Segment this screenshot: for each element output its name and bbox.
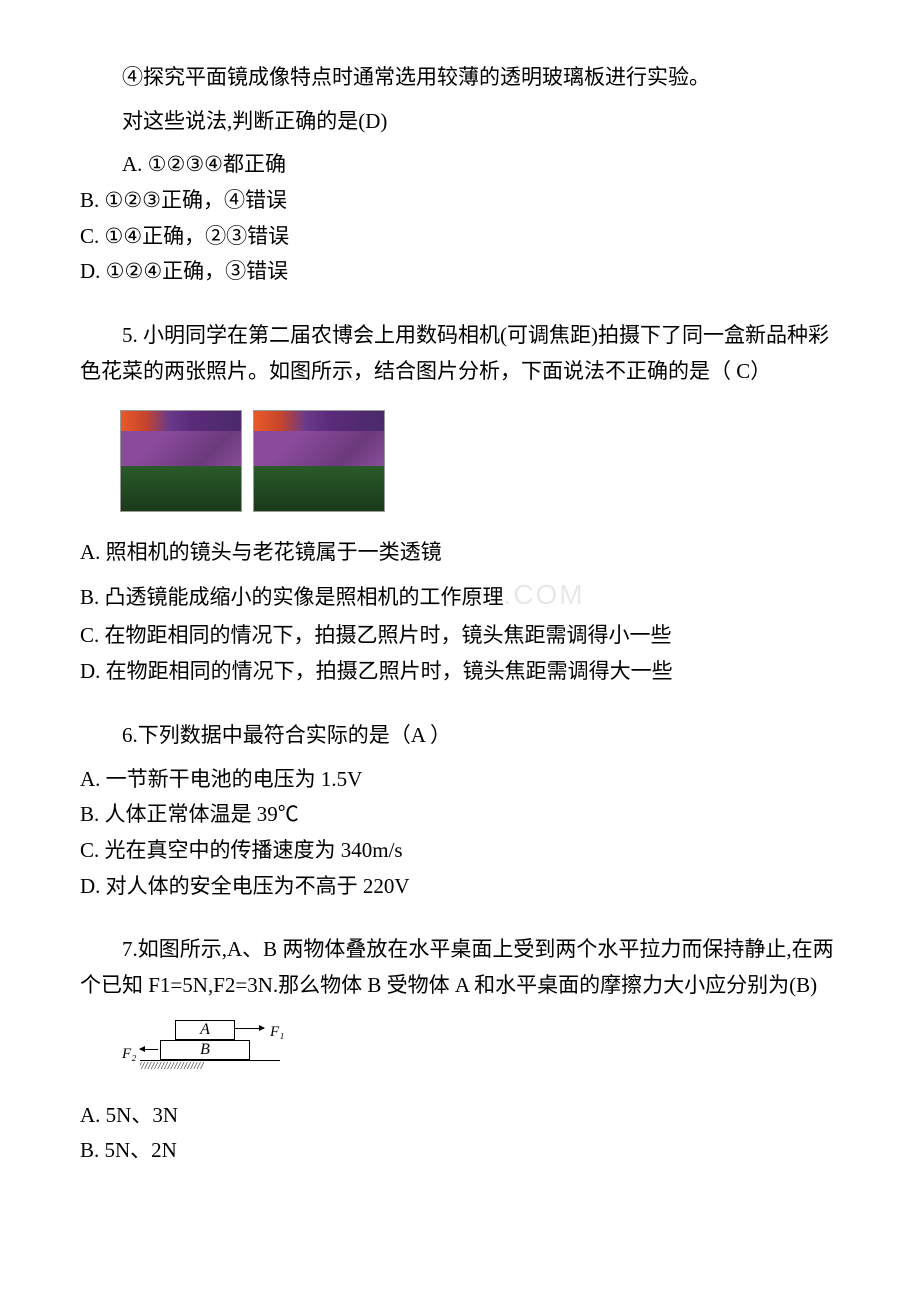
q4-option-b: B. ①②③正确，④错误	[80, 183, 840, 219]
question-5: 5. 小明同学在第二届农博会上用数码相机(可调焦距)拍摄下了同一盒新品种彩色花菜…	[80, 318, 840, 690]
f1-label: F₁	[270, 1020, 284, 1046]
flower-photo-2	[253, 410, 385, 512]
question-4-partial: ④探究平面镜成像特点时通常选用较薄的透明玻璃板进行实验。 对这些说法,判断正确的…	[80, 60, 840, 290]
block-b-label: B	[160, 1040, 250, 1060]
q5-option-d: D. 在物距相同的情况下，拍摄乙照片时，镜头焦距需调得大一些	[80, 654, 840, 690]
question-7: 7.如图所示,A、B 两物体叠放在水平桌面上受到两个水平拉力而保持静止,在两个已…	[80, 932, 840, 1169]
block-a-label: A	[175, 1020, 235, 1040]
q5-option-c: C. 在物距相同的情况下，拍摄乙照片时，镜头焦距需调得小一些	[80, 618, 840, 654]
question-6: 6.下列数据中最符合实际的是（A ） A. 一节新干电池的电压为 1.5V B.…	[80, 718, 840, 904]
force-arrow-f2	[140, 1049, 158, 1050]
q6-option-c: C. 光在真空中的传播速度为 340m/s	[80, 833, 840, 869]
ground-hatching	[140, 1060, 280, 1071]
flower-photo-1	[120, 410, 242, 512]
q7-force-diagram: A B F₁ F₂	[120, 1018, 300, 1078]
q6-option-a: A. 一节新干电池的电压为 1.5V	[80, 762, 840, 798]
q4-statement-4: ④探究平面镜成像特点时通常选用较薄的透明玻璃板进行实验。	[80, 60, 840, 96]
q4-option-d: D. ①②④正确，③错误	[80, 254, 840, 290]
q7-option-b: B. 5N、2N	[80, 1133, 840, 1169]
q6-text: 6.下列数据中最符合实际的是（A ）	[80, 718, 840, 754]
f2-label: F₂	[122, 1042, 136, 1068]
q6-option-d: D. 对人体的安全电压为不高于 220V	[80, 869, 840, 905]
q4-option-c: C. ①④正确，②③错误	[80, 219, 840, 255]
q4-option-a: A. ①②③④都正确	[80, 147, 840, 183]
q7-text: 7.如图所示,A、B 两物体叠放在水平桌面上受到两个水平拉力而保持静止,在两个已…	[80, 932, 840, 1003]
q5-option-b: B. 凸透镜能成缩小的实像是照相机的工作原理.COM	[80, 571, 840, 619]
q5-text: 5. 小明同学在第二届农博会上用数码相机(可调焦距)拍摄下了同一盒新品种彩色花菜…	[80, 318, 840, 389]
q4-prompt: 对这些说法,判断正确的是(D)	[80, 104, 840, 140]
force-arrow-f1	[234, 1028, 264, 1029]
q5-option-b-text: B. 凸透镜能成缩小的实像是照相机的工作原理	[80, 585, 504, 609]
q6-option-b: B. 人体正常体温是 39℃	[80, 797, 840, 833]
q5-flower-images	[120, 410, 391, 524]
q5-option-a: A. 照相机的镜头与老花镜属于一类透镜	[80, 535, 840, 571]
q7-option-a: A. 5N、3N	[80, 1098, 840, 1134]
watermark-text: .COM	[504, 579, 585, 610]
